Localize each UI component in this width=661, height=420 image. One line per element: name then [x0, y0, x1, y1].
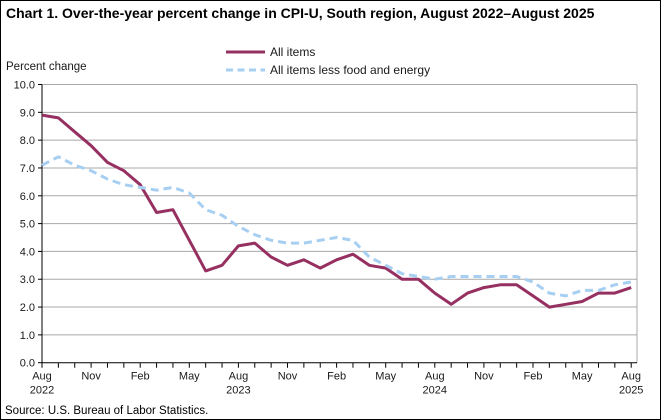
- legend-label-all-items: All items: [270, 44, 316, 59]
- legend-label-core: All items less food and energy: [270, 62, 431, 77]
- x-tick-label: May: [179, 371, 200, 383]
- x-tick-label: Aug: [621, 371, 641, 383]
- x-tick-label: Nov: [474, 371, 494, 383]
- x-tick-label: Aug: [425, 371, 445, 383]
- chart-title: Chart 1. Over-the-year percent change in…: [6, 5, 595, 21]
- all-items-line-swatch-icon: [226, 44, 265, 59]
- y-tick-label: 9.0: [20, 107, 35, 119]
- x-tick-label: Aug: [229, 371, 249, 383]
- y-tick-label: 7.0: [20, 163, 35, 175]
- y-axis-unit-label: Percent change: [6, 61, 87, 73]
- chart-legend: All items All items less food and energy: [226, 44, 430, 77]
- core-line-swatch-icon: [226, 62, 265, 77]
- x-tick-label: Aug: [32, 371, 52, 383]
- x-tick-label: May: [572, 371, 593, 383]
- legend-item-core: All items less food and energy: [226, 62, 430, 77]
- x-tick-label: May: [375, 371, 396, 383]
- y-tick-label: 3.0: [20, 274, 35, 286]
- all-items-line: [41, 113, 632, 309]
- legend-item-all-items: All items: [226, 44, 430, 59]
- y-tick-label: 8.0: [20, 135, 35, 147]
- x-tick-label: Nov: [81, 371, 101, 383]
- all-items-less-food-energy-line: [41, 155, 632, 298]
- y-gridlines: [38, 84, 637, 364]
- y-tick-label: 1.0: [20, 330, 35, 342]
- x-tick-label: Feb: [524, 371, 543, 383]
- x-tick-year-label: 2022: [30, 385, 54, 397]
- y-tick-label: 0.0: [20, 358, 35, 370]
- y-tick-label: 6.0: [20, 191, 35, 203]
- y-tick-label: 5.0: [20, 219, 35, 231]
- x-tick-label: Nov: [278, 371, 298, 383]
- source-note: Source: U.S. Bureau of Labor Statistics.: [5, 405, 209, 417]
- x-tick-year-label: 2023: [226, 385, 250, 397]
- x-tick-year-label: 2025: [619, 385, 643, 397]
- y-tick-label: 4.0: [20, 246, 35, 258]
- x-month-ticks: [41, 362, 632, 368]
- y-tick-label: 10.0: [14, 80, 35, 92]
- x-tick-label: Feb: [131, 371, 150, 383]
- x-tick-year-label: 2024: [423, 385, 447, 397]
- y-tick-label: 2.0: [20, 302, 35, 314]
- x-tick-label: Feb: [327, 371, 346, 383]
- x-tick-labels: Aug 2022 Nov Feb May Aug 2023 Nov Feb May Aug 2024 N…: [30, 371, 644, 397]
- y-tick-labels: 0.0 1.0 2.0 3.0 4.0 5.0 6.0 7.0 8.0 9.0 10.0: [14, 80, 35, 370]
